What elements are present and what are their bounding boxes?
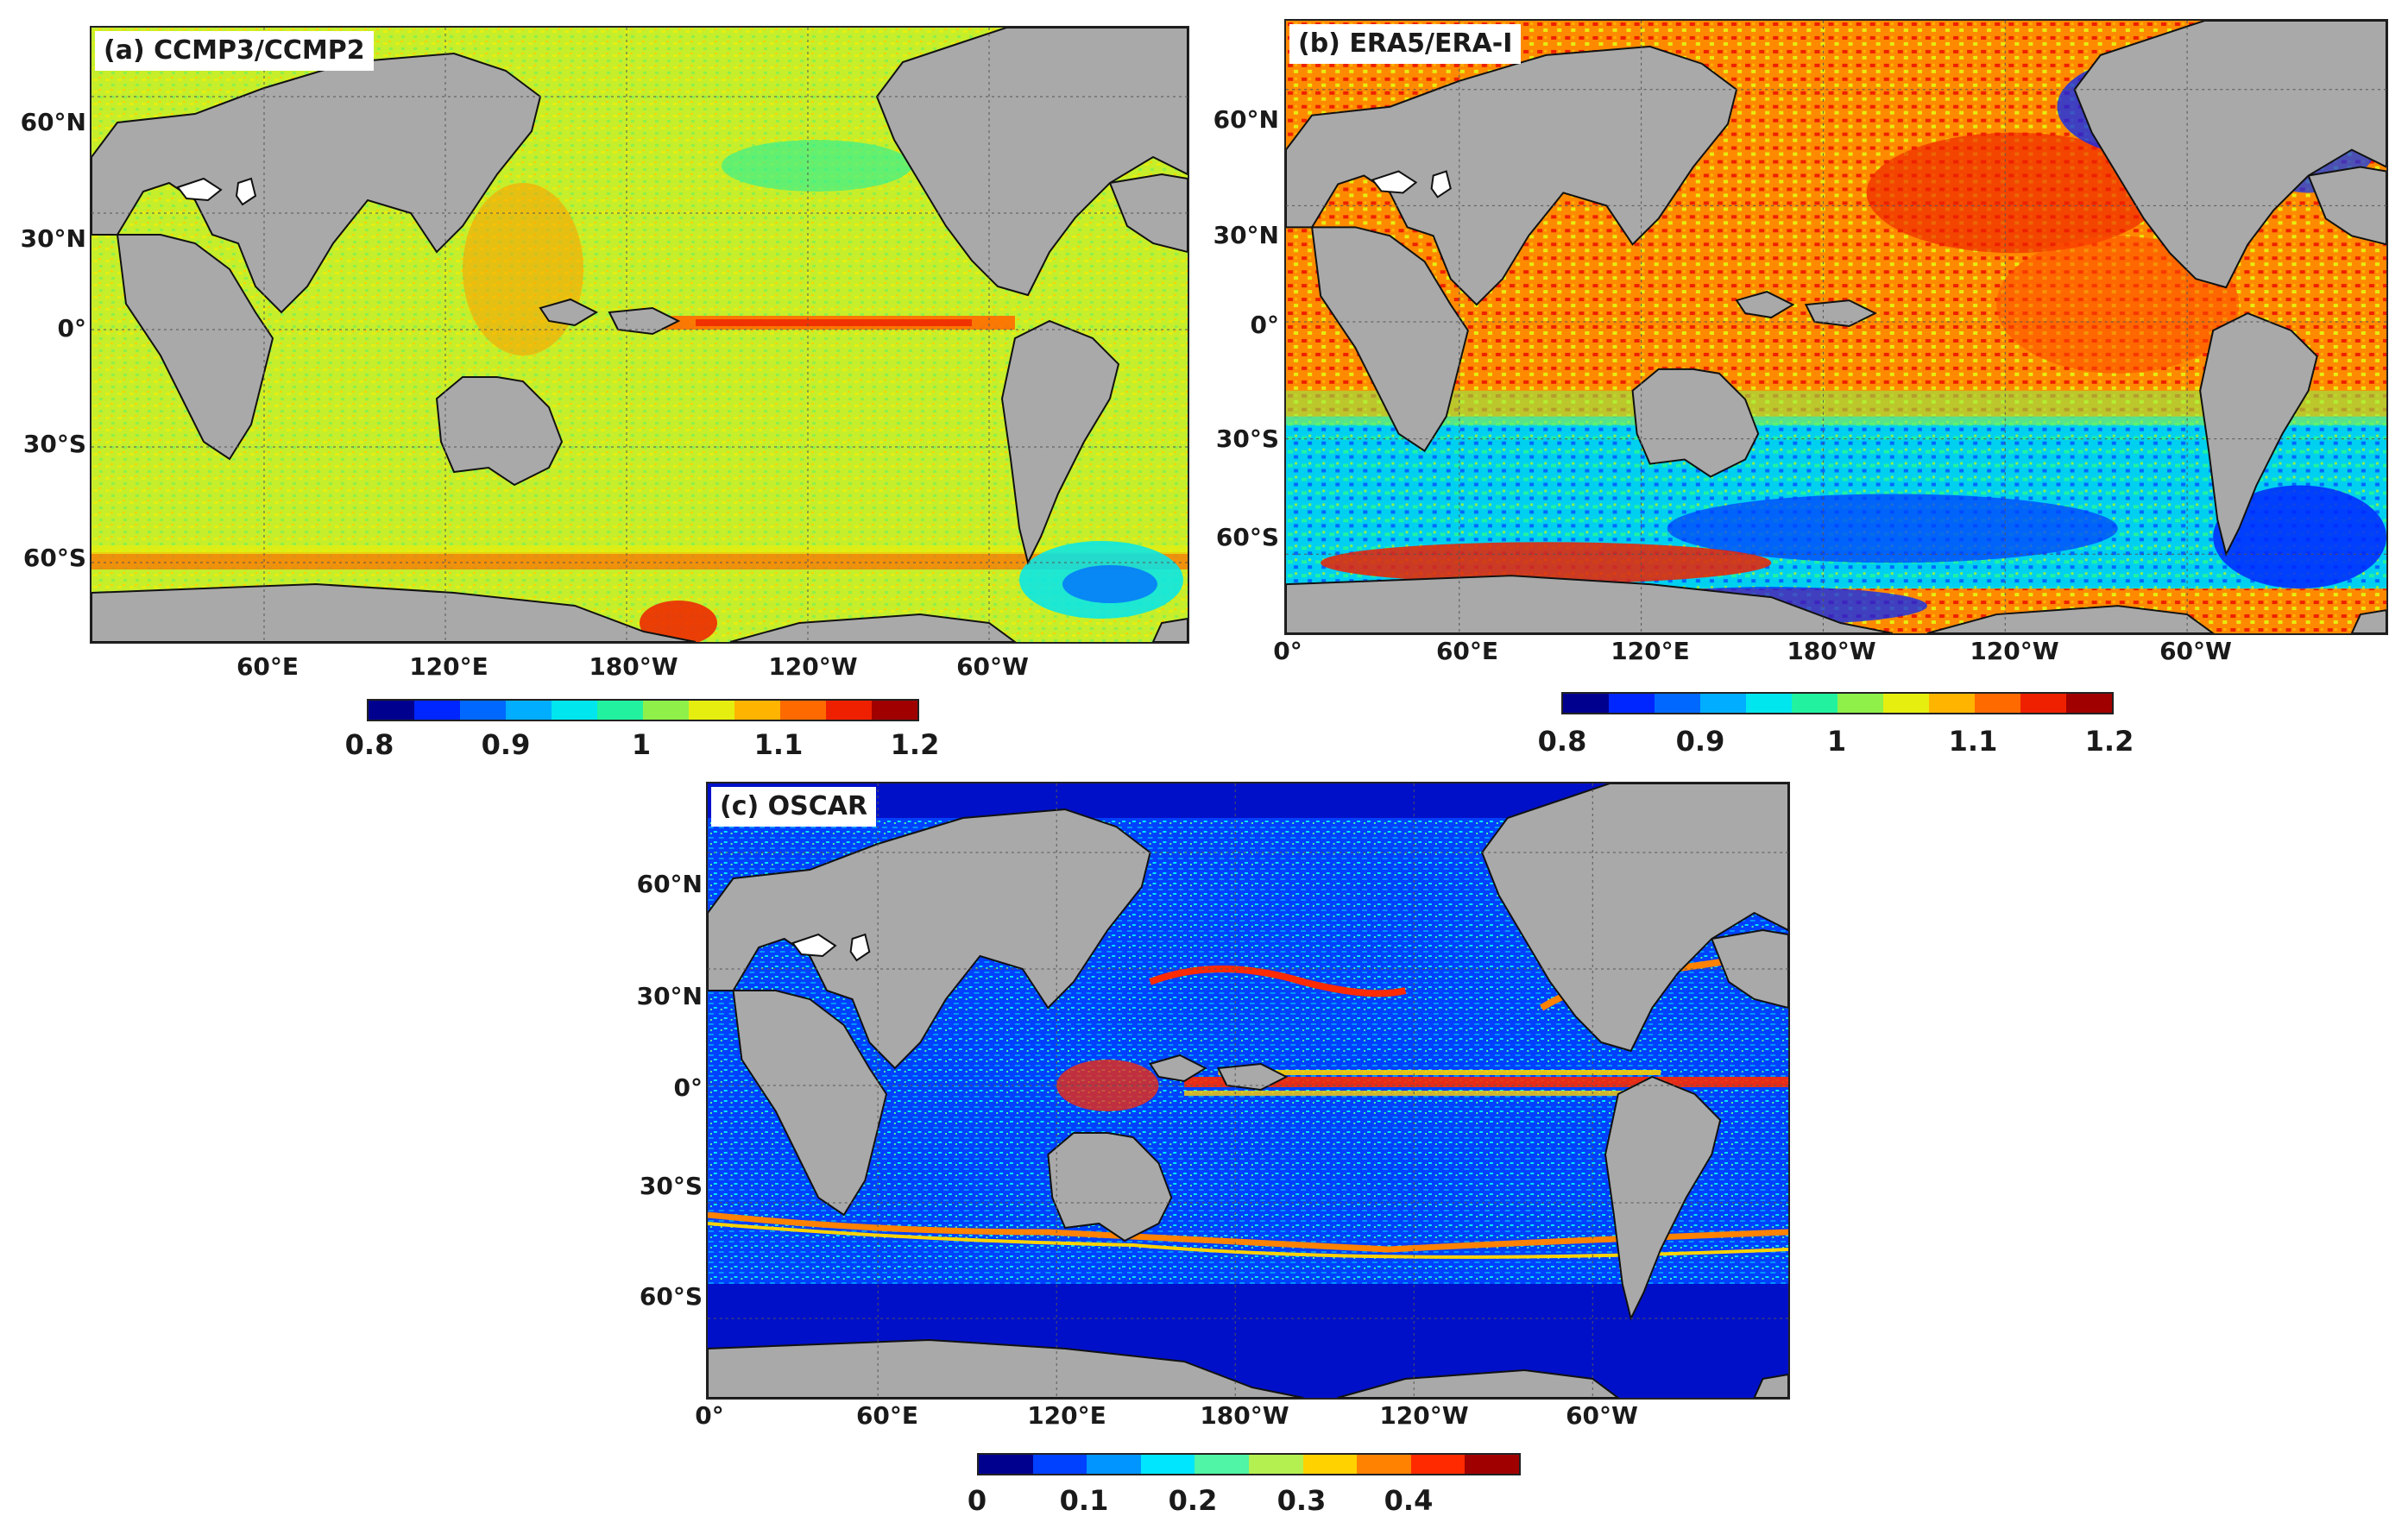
lat-label: 60°N: [20, 108, 86, 136]
lon-label: 120°W: [1970, 637, 2059, 665]
colorbar-swatch: [1195, 1455, 1249, 1474]
colorbar-a: [367, 699, 919, 721]
colorbar-swatch: [597, 701, 643, 720]
lon-label: 0°: [1273, 637, 1302, 665]
lon-label: 180°W: [589, 652, 678, 681]
lon-label: 60°E: [1435, 637, 1499, 665]
lat-label: 60°S: [1215, 523, 1279, 551]
colorbar-tick: 1.2: [890, 728, 940, 761]
colorbar-swatch: [1655, 694, 1700, 713]
colorbar-swatch: [1609, 694, 1655, 713]
lat-label: 60°N: [636, 870, 703, 898]
colorbar-tick: 0.9: [1675, 725, 1725, 758]
map-a-svg: [91, 28, 1188, 642]
lon-label: 120°W: [1379, 1401, 1469, 1430]
colorbar-swatch: [734, 701, 780, 720]
colorbar-swatch: [643, 701, 689, 720]
colorbar-tick: 0.3: [1276, 1484, 1327, 1517]
colorbar-tick: 1.1: [753, 728, 804, 761]
lon-label: 180°W: [1787, 637, 1876, 665]
graticule: [91, 28, 1188, 642]
lat-label: 60°N: [1213, 105, 1279, 134]
colorbar-swatch: [1838, 694, 1883, 713]
lon-label: 60°E: [855, 1401, 919, 1430]
colorbar-swatch: [1032, 1455, 1087, 1474]
continents: [1286, 21, 2386, 633]
colorbar-swatch: [1975, 694, 2020, 713]
lat-label: 30°N: [20, 224, 86, 253]
map-panel-b: (b) ERA5/ERA-I: [1284, 19, 2388, 635]
map-panel-c: (c) OSCAR: [706, 782, 1790, 1400]
lat-label: 0°: [1250, 311, 1279, 339]
colorbar-swatch: [1248, 1455, 1303, 1474]
colorbar-swatch: [689, 701, 734, 720]
lon-label: 60°W: [2159, 637, 2232, 665]
colorbar-swatch: [1302, 1455, 1358, 1474]
graticule: [708, 783, 1788, 1398]
colorbar-swatch: [414, 701, 460, 720]
colorbar-tick: 0: [967, 1484, 987, 1517]
lon-label: 120°E: [409, 652, 489, 681]
panel-b-title: (b) ERA5/ERA-I: [1289, 24, 1522, 64]
colorbar-swatch: [1410, 1455, 1466, 1474]
colorbar-swatch: [506, 701, 552, 720]
colorbar-swatch: [1929, 694, 1975, 713]
colorbar-swatch: [826, 701, 872, 720]
colorbar-tick: 1.2: [2084, 725, 2134, 758]
lat-label: 30°S: [1215, 425, 1279, 453]
colorbar-swatch: [460, 701, 506, 720]
lat-label: 0°: [673, 1073, 703, 1102]
colorbar-swatch: [872, 701, 917, 720]
colorbar-swatch: [1883, 694, 1929, 713]
colorbar-tick: 0.1: [1059, 1484, 1109, 1517]
lon-label: 60°W: [956, 652, 1029, 681]
lon-label: 60°W: [1566, 1401, 1638, 1430]
lat-label: 30°S: [639, 1172, 703, 1200]
colorbar-swatch: [1357, 1455, 1411, 1474]
colorbar-swatch: [1140, 1455, 1195, 1474]
lat-label: 60°S: [639, 1282, 703, 1311]
colorbar-tick: 1.1: [1948, 725, 1998, 758]
colorbar-swatch: [1792, 694, 1838, 713]
colorbar-swatch: [1700, 694, 1746, 713]
lon-label: 0°: [695, 1401, 724, 1430]
lat-label: 30°N: [1213, 221, 1279, 249]
map-c-svg: [708, 783, 1788, 1398]
colorbar-swatch: [369, 701, 414, 720]
colorbar-tick: 0.2: [1168, 1484, 1218, 1517]
lat-label: 30°S: [22, 430, 86, 458]
colorbar-swatch: [552, 701, 597, 720]
colorbar-b: [1561, 692, 2114, 714]
lon-label: 120°E: [1027, 1401, 1106, 1430]
lat-label: 0°: [57, 314, 86, 343]
colorbar-tick: 1: [631, 728, 652, 761]
colorbar-swatch: [1087, 1455, 1141, 1474]
panel-c-title: (c) OSCAR: [711, 787, 877, 827]
continents: [91, 28, 1188, 642]
continents: [708, 783, 1788, 1398]
colorbar-c: [977, 1453, 1521, 1475]
lat-label: 60°S: [22, 544, 86, 572]
colorbar-swatch: [780, 701, 826, 720]
colorbar-tick: 0.4: [1384, 1484, 1434, 1517]
colorbar-swatch: [979, 1455, 1033, 1474]
lon-label: 180°W: [1200, 1401, 1289, 1430]
panel-a-title: (a) CCMP3/CCMP2: [95, 31, 374, 71]
colorbar-tick: 0.9: [481, 728, 531, 761]
lon-label: 120°E: [1611, 637, 1690, 665]
colorbar-swatch: [1465, 1455, 1519, 1474]
lon-label: 120°W: [768, 652, 858, 681]
lat-label: 30°N: [636, 982, 703, 1010]
colorbar-tick: 0.8: [1537, 725, 1587, 758]
graticule: [1286, 21, 2386, 633]
colorbar-swatch: [2066, 694, 2112, 713]
colorbar-tick: 0.8: [344, 728, 394, 761]
lon-label: 60°E: [236, 652, 299, 681]
map-b-svg: [1286, 21, 2386, 633]
colorbar-swatch: [2020, 694, 2066, 713]
map-panel-a: (a) CCMP3/CCMP2: [90, 26, 1189, 644]
colorbar-swatch: [1746, 694, 1792, 713]
colorbar-tick: 1: [1826, 725, 1847, 758]
colorbar-swatch: [1563, 694, 1609, 713]
